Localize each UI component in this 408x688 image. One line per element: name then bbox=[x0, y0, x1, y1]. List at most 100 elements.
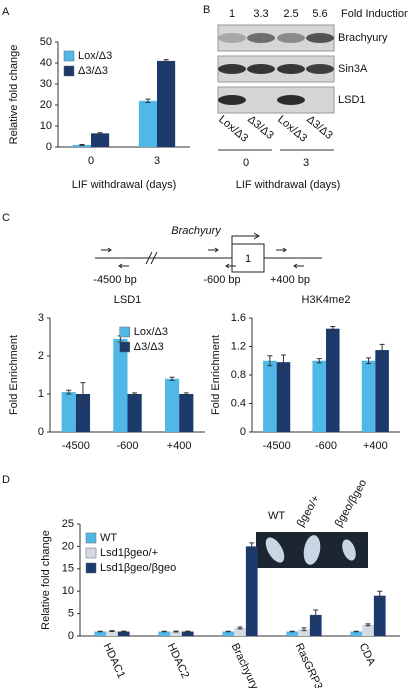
legend-swatch bbox=[63, 65, 75, 77]
bar bbox=[234, 627, 246, 636]
error-bar bbox=[330, 326, 336, 332]
primer bbox=[101, 247, 112, 253]
error-bar bbox=[267, 355, 273, 367]
error-bar bbox=[249, 542, 255, 551]
blot-band bbox=[247, 64, 275, 74]
error-bar bbox=[377, 590, 383, 601]
bar bbox=[94, 631, 107, 636]
position-label: -4500 bp bbox=[93, 274, 136, 286]
bar bbox=[75, 394, 91, 432]
bar bbox=[157, 60, 176, 147]
x-tick-label: HDAC1 bbox=[101, 641, 128, 680]
y-axis-label: Fold Enrichment bbox=[210, 335, 222, 415]
error-bar bbox=[132, 392, 138, 396]
legend-label: Δ3/Δ3 bbox=[78, 65, 108, 77]
error-bar bbox=[121, 630, 127, 633]
x-tick-label: -4500 bbox=[263, 440, 291, 452]
error-bar bbox=[173, 630, 179, 633]
y-tick-label: 40 bbox=[40, 57, 52, 69]
y-axis-label: Relative fold change bbox=[40, 530, 52, 630]
bar bbox=[362, 624, 374, 636]
primer bbox=[225, 263, 236, 269]
error-bar bbox=[80, 382, 86, 406]
fold-value: 1 bbox=[229, 8, 235, 20]
group-label: 3 bbox=[303, 157, 309, 169]
embryo bbox=[265, 537, 285, 563]
y-tick-label: 5 bbox=[68, 608, 74, 620]
primer bbox=[276, 247, 287, 253]
y-tick-label: 3 bbox=[38, 312, 44, 324]
x-tick-label: HDAC2 bbox=[165, 641, 192, 680]
bar bbox=[326, 328, 340, 432]
legend-label: Lox/Δ3 bbox=[78, 50, 112, 62]
legend-swatch bbox=[119, 326, 130, 338]
y-tick-label: 1.2 bbox=[231, 340, 246, 352]
legend-label: WT bbox=[100, 532, 117, 544]
legend-swatch bbox=[63, 50, 75, 62]
legend-swatch bbox=[85, 562, 97, 574]
error-bar bbox=[280, 354, 286, 370]
lane-label: Lox/Δ3 bbox=[216, 113, 250, 144]
bar bbox=[127, 394, 142, 432]
bar bbox=[181, 631, 194, 636]
bar bbox=[263, 360, 277, 432]
error-bar bbox=[313, 609, 319, 621]
x-tick-label: -4500 bbox=[62, 440, 90, 452]
blot-band bbox=[277, 64, 305, 74]
y-tick-label: 10 bbox=[40, 120, 52, 132]
blot-band bbox=[306, 33, 334, 43]
y-axis-label: Fold Enrichment bbox=[8, 335, 20, 415]
bar bbox=[222, 631, 235, 636]
gene-name: Brachyury bbox=[171, 225, 222, 237]
legend-swatch bbox=[119, 341, 130, 353]
panel-letter: B bbox=[203, 4, 210, 16]
error-bar bbox=[169, 376, 175, 381]
error-bar bbox=[185, 630, 191, 633]
lane-label: Δ3/Δ3 bbox=[245, 113, 276, 141]
y-tick-label: 30 bbox=[40, 78, 52, 90]
bar bbox=[158, 631, 171, 636]
y-tick-label: 10 bbox=[62, 585, 74, 597]
position-label: -600 bp bbox=[203, 274, 240, 286]
y-tick-label: 0.8 bbox=[231, 369, 246, 381]
bar bbox=[373, 595, 386, 636]
error-bar bbox=[97, 132, 103, 135]
bar bbox=[312, 360, 326, 432]
error-bar bbox=[66, 389, 72, 395]
fold-value: 3.3 bbox=[253, 8, 268, 20]
embryo bbox=[342, 539, 356, 561]
y-tick-label: 0 bbox=[46, 141, 52, 153]
legend-label: Lsd1βgeo/+ bbox=[100, 547, 158, 559]
legend-label: Δ3/Δ3 bbox=[134, 341, 164, 353]
x-tick-label: -600 bbox=[116, 440, 138, 452]
chart-title: H3K4me2 bbox=[302, 294, 351, 306]
position-label: +400 bp bbox=[270, 274, 310, 286]
blot-band bbox=[277, 33, 305, 43]
bar bbox=[298, 629, 310, 636]
embryo bbox=[303, 535, 321, 565]
bar bbox=[286, 631, 299, 636]
panel-letter: A bbox=[2, 6, 10, 18]
blot-band bbox=[218, 64, 246, 74]
group-label: 0 bbox=[243, 157, 249, 169]
bar bbox=[375, 350, 389, 432]
panel-letter: C bbox=[2, 212, 10, 224]
fold-label: Fold Induction bbox=[341, 8, 408, 20]
blot-row-label: Brachyury bbox=[338, 32, 388, 44]
bar bbox=[91, 133, 110, 147]
bar bbox=[138, 100, 157, 147]
embryo-label: βgeo/βgeo bbox=[333, 478, 370, 529]
x-tick-label: 0 bbox=[88, 155, 94, 167]
y-tick-label: 0 bbox=[240, 426, 246, 438]
x-axis-label: LIF withdrawal (days) bbox=[72, 179, 177, 191]
x-tick-label: +400 bbox=[167, 440, 192, 452]
bar bbox=[113, 338, 128, 432]
bar bbox=[179, 394, 194, 432]
bar bbox=[117, 631, 130, 636]
x-tick-label: RasGRP3 bbox=[293, 641, 325, 688]
bar bbox=[350, 631, 363, 636]
y-tick-label: 15 bbox=[62, 563, 74, 575]
fold-value: 2.5 bbox=[283, 8, 298, 20]
panel-letter: D bbox=[2, 474, 10, 486]
